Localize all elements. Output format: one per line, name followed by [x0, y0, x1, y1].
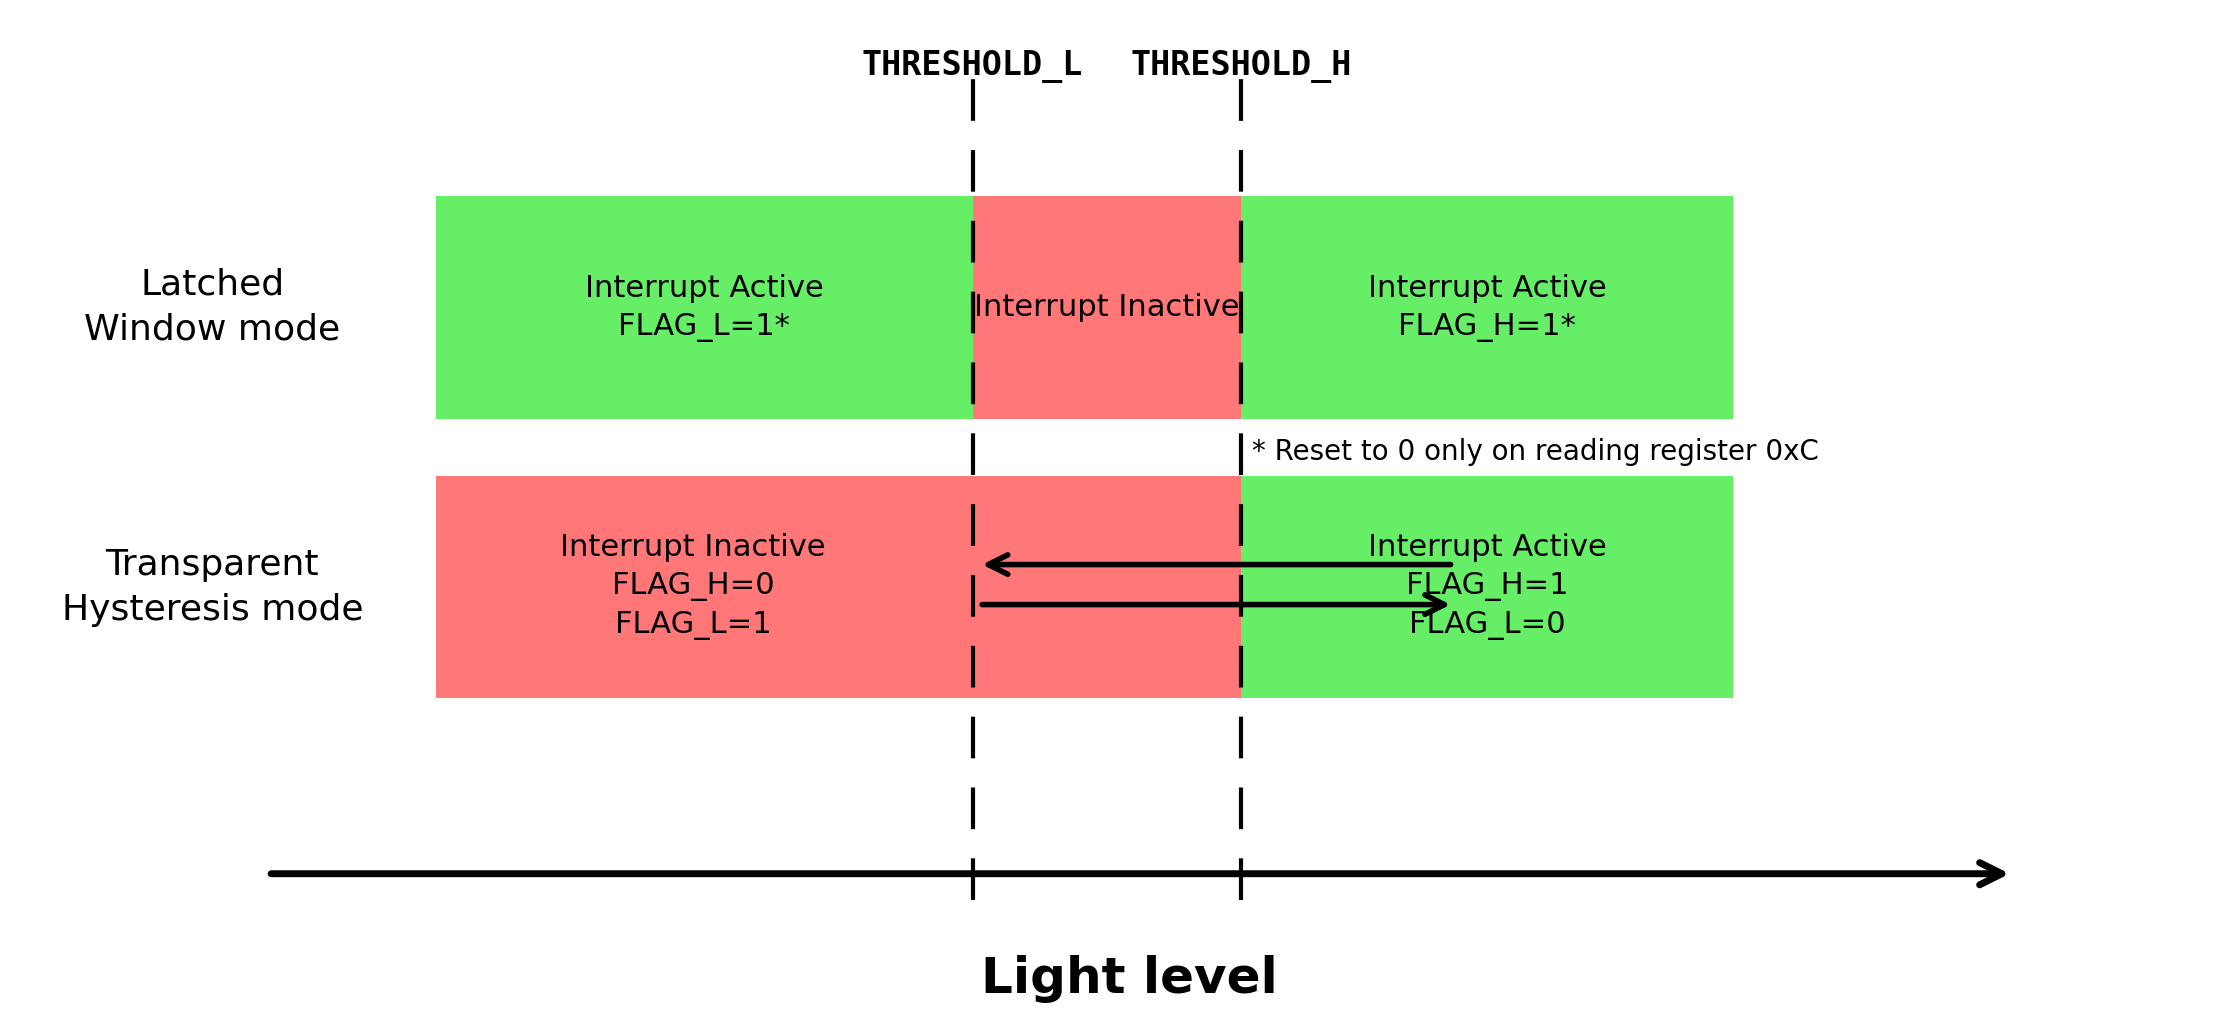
Text: Latched
Window mode: Latched Window mode	[85, 268, 340, 346]
Text: * Reset to 0 only on reading register 0xC: * Reset to 0 only on reading register 0x…	[1252, 438, 1820, 466]
Text: Transparent
Hysteresis mode: Transparent Hysteresis mode	[63, 548, 362, 627]
Bar	[436, 476, 1241, 698]
Text: Interrupt Inactive
FLAG_H=0
FLAG_L=1: Interrupt Inactive FLAG_H=0 FLAG_L=1	[561, 534, 825, 640]
Text: Interrupt Active
FLAG_H=1*: Interrupt Active FLAG_H=1*	[1368, 274, 1605, 341]
Bar	[436, 196, 973, 419]
Text: Light level: Light level	[982, 955, 1277, 1003]
Text: THRESHOLD_L: THRESHOLD_L	[861, 50, 1084, 83]
Bar	[973, 196, 1241, 419]
Text: Interrupt Active
FLAG_H=1
FLAG_L=0: Interrupt Active FLAG_H=1 FLAG_L=0	[1368, 534, 1605, 640]
Text: Interrupt Active
FLAG_L=1*: Interrupt Active FLAG_L=1*	[586, 274, 823, 341]
Text: Interrupt Inactive: Interrupt Inactive	[975, 293, 1239, 323]
Bar	[1241, 196, 1733, 419]
Bar	[1241, 476, 1733, 698]
Text: THRESHOLD_H: THRESHOLD_H	[1129, 50, 1353, 83]
